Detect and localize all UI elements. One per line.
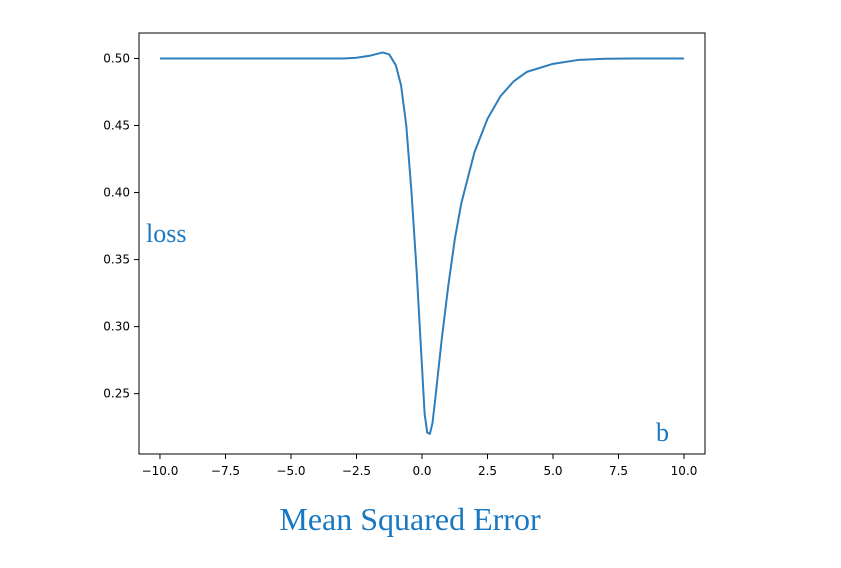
x-tick-label: 10.0 bbox=[671, 464, 698, 478]
x-tick-label: 0.0 bbox=[412, 464, 431, 478]
x-axis-ticks: −10.0 −7.5 −5.0 −2.5 0.0 2.5 5.0 7.5 10.0 bbox=[142, 454, 698, 478]
y-tick-label: 0.40 bbox=[103, 186, 130, 200]
x-tick-label: 7.5 bbox=[609, 464, 628, 478]
x-tick-label: 5.0 bbox=[543, 464, 562, 478]
x-tick-label: 2.5 bbox=[478, 464, 497, 478]
y-axis-label: loss bbox=[146, 219, 186, 248]
y-tick-label: 0.45 bbox=[103, 119, 130, 133]
y-axis-ticks: 0.25 0.30 0.35 0.40 0.45 0.50 bbox=[103, 51, 139, 401]
chart-title: Mean Squared Error bbox=[279, 501, 541, 537]
x-tick-label: −7.5 bbox=[211, 464, 240, 478]
plot-frame bbox=[138, 32, 706, 455]
x-tick-label: −5.0 bbox=[276, 464, 305, 478]
x-axis-label: b bbox=[656, 418, 669, 447]
x-tick-label: −2.5 bbox=[342, 464, 371, 478]
series-line bbox=[159, 51, 685, 435]
y-tick-label: 0.35 bbox=[103, 253, 130, 267]
y-tick-label: 0.50 bbox=[103, 51, 130, 65]
y-tick-label: 0.30 bbox=[103, 320, 130, 334]
y-tick-label: 0.25 bbox=[103, 387, 130, 401]
x-tick-label: −10.0 bbox=[142, 464, 179, 478]
